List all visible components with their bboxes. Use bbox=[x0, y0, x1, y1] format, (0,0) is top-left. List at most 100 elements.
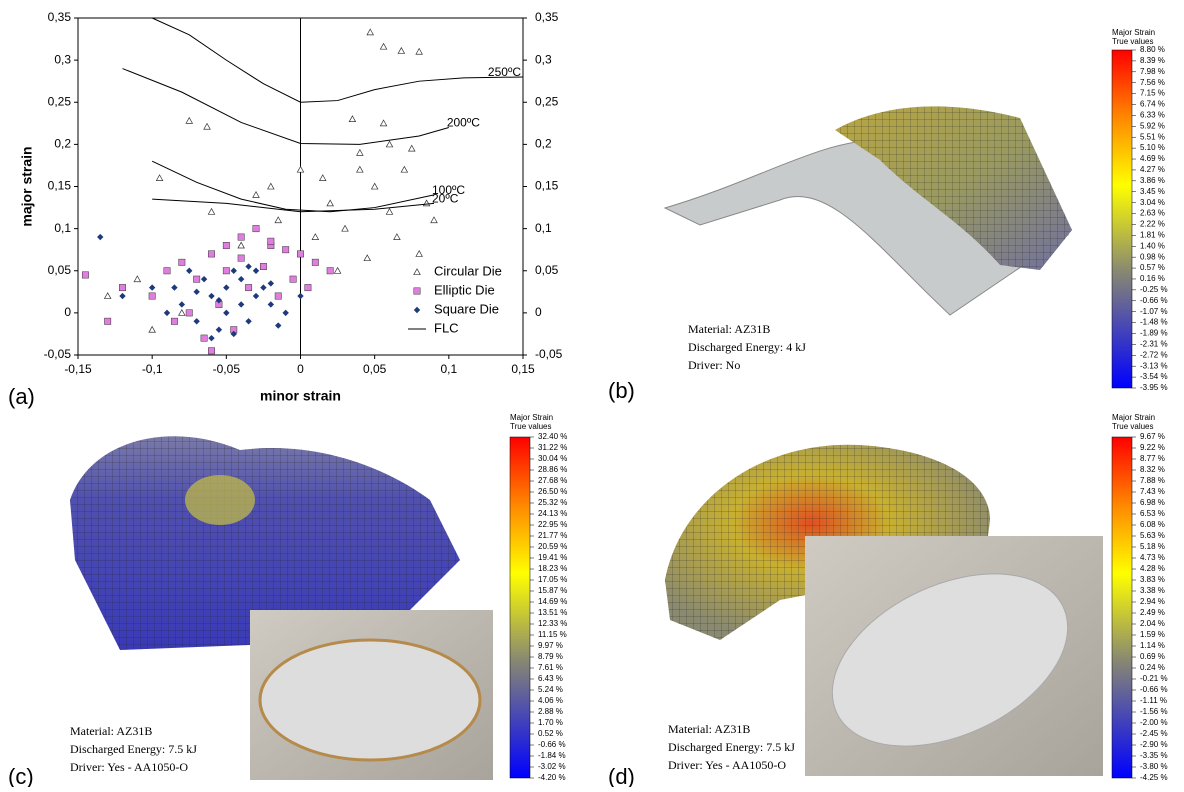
colorbar bbox=[510, 437, 530, 778]
point bbox=[82, 272, 88, 278]
colorbar-label: 7.56 % bbox=[1140, 78, 1165, 87]
y-tick-label: -0,05 bbox=[44, 347, 72, 361]
point bbox=[223, 284, 229, 290]
colorbar-label: 4.06 % bbox=[538, 696, 563, 705]
point bbox=[297, 251, 303, 257]
colorbar-label: 7.88 % bbox=[1140, 476, 1165, 485]
y-tick-label: 0,2 bbox=[54, 137, 71, 151]
point bbox=[223, 268, 229, 274]
point bbox=[201, 335, 207, 341]
point bbox=[231, 268, 237, 274]
y2-tick-label: 0,15 bbox=[535, 179, 559, 193]
point bbox=[282, 310, 288, 316]
x-tick-label: -0,15 bbox=[64, 362, 92, 376]
x-tick-label: 0,05 bbox=[363, 362, 387, 376]
colorbar-label: 1.81 % bbox=[1140, 230, 1165, 239]
colorbar bbox=[1112, 437, 1132, 778]
colorbar-label: -0.66 % bbox=[1140, 685, 1168, 694]
colorbar-label: 14.69 % bbox=[538, 597, 567, 606]
colorbar-label: 2.94 % bbox=[1140, 597, 1165, 606]
point bbox=[193, 276, 199, 282]
point bbox=[223, 310, 229, 316]
point bbox=[245, 263, 251, 269]
colorbar-label: 22.95 % bbox=[538, 520, 567, 529]
point bbox=[171, 318, 177, 324]
colorbar-label: -0.66 % bbox=[1140, 296, 1168, 305]
legend-label: Square Die bbox=[434, 301, 499, 316]
y-tick-label: 0,1 bbox=[54, 221, 71, 235]
flc-curve bbox=[152, 161, 434, 212]
point bbox=[186, 118, 192, 124]
colorbar-label: -0.66 % bbox=[538, 740, 566, 749]
point bbox=[290, 276, 296, 282]
colorbar-label: 17.05 % bbox=[538, 575, 567, 584]
colorbar-label: 21.77 % bbox=[538, 531, 567, 540]
y2-tick-label: 0,05 bbox=[535, 263, 559, 277]
point bbox=[208, 335, 214, 341]
colorbar-label: -2.90 % bbox=[1140, 740, 1168, 749]
colorbar-label: 2.88 % bbox=[538, 707, 563, 716]
colorbar-label: 31.22 % bbox=[538, 443, 567, 452]
legend-label: Elliptic Die bbox=[434, 282, 495, 297]
point bbox=[431, 217, 437, 223]
colorbar-label: 4.69 % bbox=[1140, 154, 1165, 163]
y2-tick-label: 0,25 bbox=[535, 94, 559, 108]
colorbar-label: 30.04 % bbox=[538, 454, 567, 463]
point bbox=[364, 255, 370, 261]
point bbox=[216, 327, 222, 333]
colorbar-label: -2.72 % bbox=[1140, 350, 1168, 359]
colorbar-label: 32.40 % bbox=[538, 432, 567, 441]
colorbar-label: 2.49 % bbox=[1140, 608, 1165, 617]
panel-label: (c) bbox=[8, 764, 34, 787]
legend-label: Circular Die bbox=[434, 263, 502, 278]
y-tick-label: 0,05 bbox=[48, 263, 72, 277]
point bbox=[245, 284, 251, 290]
point bbox=[119, 284, 125, 290]
colorbar-label: 1.70 % bbox=[538, 718, 563, 727]
figure: -0,05-0,05000,050,050,10,10,150,150,20,2… bbox=[0, 0, 1184, 787]
colorbar-label: 9.22 % bbox=[1140, 443, 1165, 452]
colorbar-label: 15.87 % bbox=[538, 586, 567, 595]
point bbox=[380, 43, 386, 49]
point bbox=[208, 293, 214, 299]
colorbar-label: 0.57 % bbox=[1140, 263, 1165, 272]
point bbox=[238, 276, 244, 282]
colorbar-title: True values bbox=[1112, 422, 1154, 431]
y-axis-label: major strain bbox=[19, 146, 35, 226]
colorbar-label: 5.18 % bbox=[1140, 542, 1165, 551]
colorbar-label: 4.28 % bbox=[1140, 564, 1165, 573]
point bbox=[312, 259, 318, 265]
point bbox=[238, 301, 244, 307]
colorbar-label: 3.86 % bbox=[1140, 176, 1165, 185]
colorbar-label: 24.13 % bbox=[538, 509, 567, 518]
colorbar-label: 19.41 % bbox=[538, 553, 567, 562]
colorbar-label: 9.67 % bbox=[1140, 432, 1165, 441]
point bbox=[208, 251, 214, 257]
colorbar-label: -0.25 % bbox=[1140, 285, 1168, 294]
y2-tick-label: 0 bbox=[535, 305, 542, 319]
colorbar-label: 4.73 % bbox=[1140, 553, 1165, 562]
colorbar-label: 0.98 % bbox=[1140, 252, 1165, 261]
point bbox=[119, 293, 125, 299]
point bbox=[253, 192, 259, 198]
point bbox=[380, 120, 386, 126]
y2-tick-label: 0,2 bbox=[535, 137, 552, 151]
point bbox=[238, 255, 244, 261]
point bbox=[193, 289, 199, 295]
point bbox=[149, 284, 155, 290]
colorbar-label: -0.21 % bbox=[1140, 674, 1168, 683]
colorbar-label: -3.35 % bbox=[1140, 751, 1168, 760]
colorbar-label: 8.32 % bbox=[1140, 465, 1165, 474]
point bbox=[97, 234, 103, 240]
colorbar-label: 13.51 % bbox=[538, 608, 567, 617]
colorbar-label: 3.38 % bbox=[1140, 586, 1165, 595]
colorbar-title: Major Strain bbox=[510, 413, 553, 422]
y2-tick-label: 0,3 bbox=[535, 52, 552, 66]
colorbar-label: 2.04 % bbox=[1140, 619, 1165, 628]
colorbar-label: 11.15 % bbox=[538, 630, 567, 639]
legend-label: FLC bbox=[434, 320, 459, 335]
scatter-chart: -0,05-0,05000,050,050,10,10,150,150,20,2… bbox=[8, 10, 563, 409]
point bbox=[186, 268, 192, 274]
point bbox=[156, 175, 162, 181]
image-b bbox=[665, 106, 1072, 315]
